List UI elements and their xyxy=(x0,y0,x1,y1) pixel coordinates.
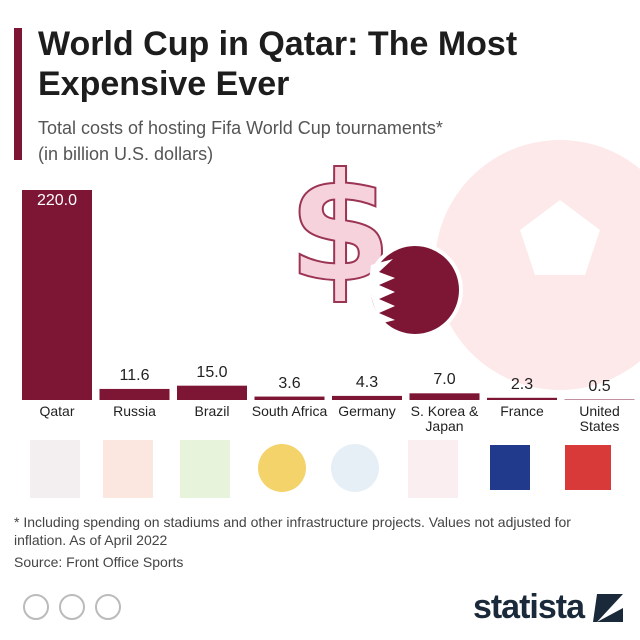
logo xyxy=(258,444,306,492)
logo xyxy=(103,440,153,498)
icon xyxy=(23,594,49,620)
logo xyxy=(180,440,230,498)
value-label: 11.6 xyxy=(119,366,150,384)
x-tick-label: Russia xyxy=(113,403,156,419)
unit: (in billion U.S. dollars) xyxy=(38,144,214,164)
icon xyxy=(95,594,121,620)
value-label: 0.5 xyxy=(588,377,611,395)
icon xyxy=(59,594,85,620)
bar xyxy=(177,385,247,400)
license-icons xyxy=(23,594,121,620)
brand-mark xyxy=(593,594,623,622)
source: Source: Front Office Sports xyxy=(14,554,184,570)
x-tick-label: Qatar xyxy=(39,403,75,419)
brand: statista xyxy=(472,588,585,626)
value-label: 15.0 xyxy=(196,363,228,381)
value-label: 220.0 xyxy=(36,192,78,209)
logo xyxy=(30,440,80,498)
x-tick-label: Germany xyxy=(338,403,396,419)
x-tick-label: United States xyxy=(579,403,620,434)
x-tick-label: S. Korea & Japan xyxy=(410,403,479,434)
x-tick-label: France xyxy=(500,403,544,419)
chart-title: World Cup in Qatar: The Most Expensive E… xyxy=(38,25,518,103)
bar xyxy=(99,388,170,400)
x-tick-label: Brazil xyxy=(194,403,230,419)
bar xyxy=(254,396,325,400)
bar xyxy=(332,395,402,400)
flag-stripe xyxy=(369,259,395,323)
value-label: 2.3 xyxy=(510,375,534,393)
logo xyxy=(490,445,530,490)
value-label: 4.3 xyxy=(355,373,379,391)
value-label: 7.0 xyxy=(433,371,456,389)
logos xyxy=(30,440,611,498)
accent-bar xyxy=(14,28,22,160)
ball-patch xyxy=(520,200,600,275)
value-label: 3.6 xyxy=(278,374,301,392)
logo xyxy=(408,440,458,498)
footnote: * Including spending on stadiums and oth… xyxy=(14,514,571,548)
bar xyxy=(487,397,557,400)
bar xyxy=(22,190,92,400)
logo xyxy=(565,445,611,490)
x-tick-label: South Africa xyxy=(251,403,328,419)
logo xyxy=(331,444,379,492)
flag-decor xyxy=(367,242,463,338)
bar xyxy=(409,393,480,400)
subtitle: Total costs of hosting Fifa World Cup to… xyxy=(38,118,443,138)
